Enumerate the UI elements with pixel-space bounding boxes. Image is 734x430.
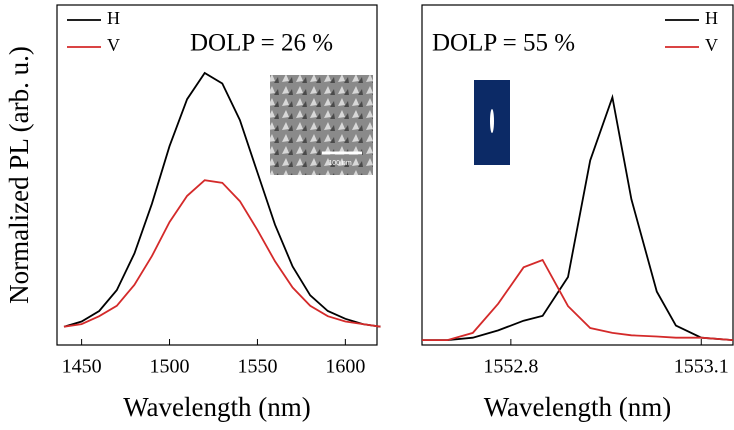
- x-tick-label: 1450: [62, 356, 102, 378]
- x-tick-label: 1550: [237, 356, 277, 378]
- x-tick-label: 1552.8: [483, 356, 538, 378]
- cavity-inset: [474, 80, 510, 165]
- x-tick-label: 1500: [150, 356, 190, 378]
- legend-label: V: [107, 35, 120, 55]
- series-line: [422, 93, 734, 341]
- series-line: [422, 258, 734, 341]
- legend-label: H: [107, 8, 120, 28]
- x-axis-label: Wavelength (nm): [484, 392, 672, 422]
- x-tick-label: 1600: [325, 356, 365, 378]
- annotation: DOLP = 26 %: [190, 30, 333, 57]
- legend-label: H: [705, 8, 718, 28]
- sem-inset: [270, 75, 373, 175]
- legend-label: V: [705, 35, 718, 55]
- plot-frame: [56, 4, 378, 346]
- annotation: DOLP = 55 %: [432, 30, 575, 57]
- series-line: [63, 179, 381, 328]
- x-axis-label: Wavelength (nm): [123, 392, 311, 422]
- series-line: [63, 71, 381, 328]
- plot-frame: [421, 4, 734, 346]
- y-axis-label: Normalized PL (arb. u.): [4, 46, 34, 304]
- x-tick-label: 1553.1: [674, 356, 729, 378]
- inset-scale-label: 100 nm: [328, 160, 352, 167]
